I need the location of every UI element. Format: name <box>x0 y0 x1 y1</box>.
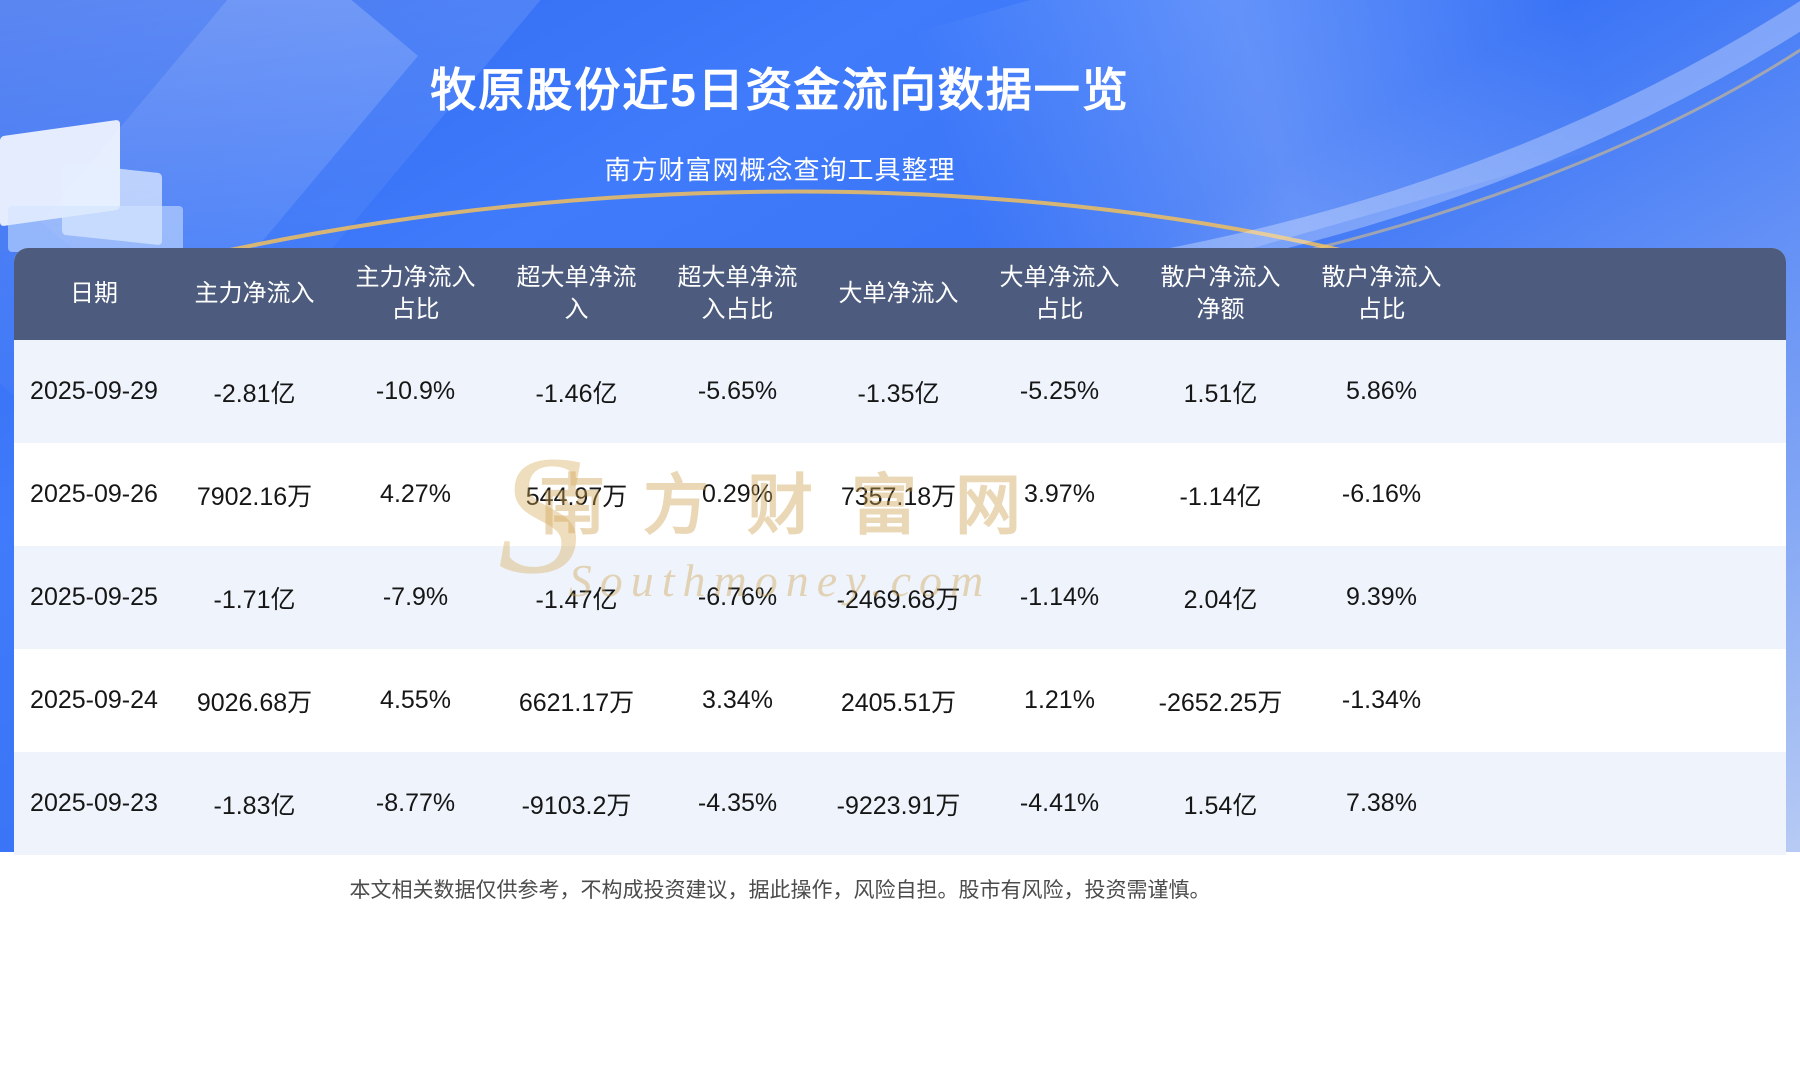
column-header-main-inflow-pct: 主力净流入占比 <box>355 263 476 323</box>
table-cell: 1.54亿 <box>1183 791 1258 820</box>
table-cell: -1.47亿 <box>535 585 618 614</box>
table-cell: 7902.16万 <box>196 482 313 511</box>
table-header-row: 日期 主力净流入 主力净流入占比 超大单净流入 超大单净流入占比 大单净流入 大… <box>14 248 1786 340</box>
table-row: 2025-09-24 9026.68万 4.55% 6621.17万 3.34%… <box>14 649 1786 752</box>
golden-arc-decoration <box>229 0 1800 280</box>
table-cell: -1.71亿 <box>213 585 296 614</box>
table-cell: 2405.51万 <box>840 688 957 717</box>
column-header-large-order-inflow-pct: 大单净流入占比 <box>999 263 1120 323</box>
table-cell: -1.14亿 <box>1179 482 1262 511</box>
table-row: 2025-09-26 7902.16万 4.27% 544.97万 0.29% … <box>14 443 1786 546</box>
disclaimer-text: 本文相关数据仅供参考，不构成投资建议，据此操作，风险自担。股市有风险，投资需谨慎… <box>349 879 1211 902</box>
table-cell: -2.81亿 <box>213 379 296 408</box>
table-cell: -6.76% <box>697 583 778 611</box>
table-cell: -4.41% <box>1019 789 1100 817</box>
table-cell: -4.35% <box>697 789 778 817</box>
table-cell: -1.34% <box>1341 686 1422 714</box>
column-header-retail-inflow: 散户净流入净额 <box>1160 263 1281 323</box>
table-cell: 5.86% <box>1346 377 1417 405</box>
table-cell: -1.35亿 <box>857 379 940 408</box>
table-cell: 9.39% <box>1346 583 1417 611</box>
table-cell: 3.34% <box>702 686 773 714</box>
cell-date: 2025-09-29 <box>30 377 158 405</box>
column-header-xl-order-inflow-pct: 超大单净流入占比 <box>677 263 798 323</box>
table-cell: -1.46亿 <box>535 379 618 408</box>
table-cell: 2.04亿 <box>1183 585 1258 614</box>
table-cell: -6.16% <box>1341 480 1422 508</box>
table-row: 2025-09-23 -1.83亿 -8.77% -9103.2万 -4.35%… <box>14 752 1786 855</box>
table-cell: -5.25% <box>1019 377 1100 405</box>
table-cell: 7.38% <box>1346 789 1417 817</box>
table-cell: -9103.2万 <box>521 791 632 820</box>
page-title: 牧原股份近5日资金流向数据一览 <box>430 64 1130 116</box>
table-cell: 6621.17万 <box>518 688 635 717</box>
table-cell: 544.97万 <box>525 482 628 511</box>
table-row: 2025-09-25 -1.71亿 -7.9% -1.47亿 -6.76% -2… <box>14 546 1786 649</box>
column-header-retail-inflow-pct: 散户净流入占比 <box>1321 263 1442 323</box>
table-cell: 4.27% <box>380 480 451 508</box>
table-cell: -7.9% <box>382 583 449 611</box>
table-cell: -8.77% <box>375 789 456 817</box>
table-cell: 1.51亿 <box>1183 379 1258 408</box>
cell-date: 2025-09-25 <box>30 583 158 611</box>
table-cell: 9026.68万 <box>196 688 313 717</box>
table-row: 2025-09-29 -2.81亿 -10.9% -1.46亿 -5.65% -… <box>14 340 1786 443</box>
page-subtitle: 南方财富网概念查询工具整理 <box>604 155 956 185</box>
table-cell: 4.55% <box>380 686 451 714</box>
table-cell: -1.83亿 <box>213 791 296 820</box>
decorative-cube <box>8 206 183 252</box>
table-cell: 1.21% <box>1024 686 1095 714</box>
table-cell: -1.14% <box>1019 583 1100 611</box>
table-cell: -5.65% <box>697 377 778 405</box>
column-header-xl-order-inflow: 超大单净流入 <box>516 263 637 323</box>
table-cell: -10.9% <box>375 377 456 405</box>
table-cell: 3.97% <box>1024 480 1095 508</box>
column-header-date: 日期 <box>70 279 118 307</box>
table-cell: 7357.18万 <box>840 482 957 511</box>
table-cell: -2469.68万 <box>836 585 961 614</box>
fund-flow-table: 日期 主力净流入 主力净流入占比 超大单净流入 超大单净流入占比 大单净流入 大… <box>14 248 1786 855</box>
table-cell: -9223.91万 <box>836 791 961 820</box>
table-cell: 0.29% <box>702 480 773 508</box>
cell-date: 2025-09-23 <box>30 789 158 817</box>
cell-date: 2025-09-24 <box>30 686 158 714</box>
cell-date: 2025-09-26 <box>30 480 158 508</box>
column-header-large-order-inflow: 大单净流入 <box>838 279 959 307</box>
column-header-main-inflow: 主力净流入 <box>194 279 315 307</box>
table-cell: -2652.25万 <box>1158 688 1283 717</box>
